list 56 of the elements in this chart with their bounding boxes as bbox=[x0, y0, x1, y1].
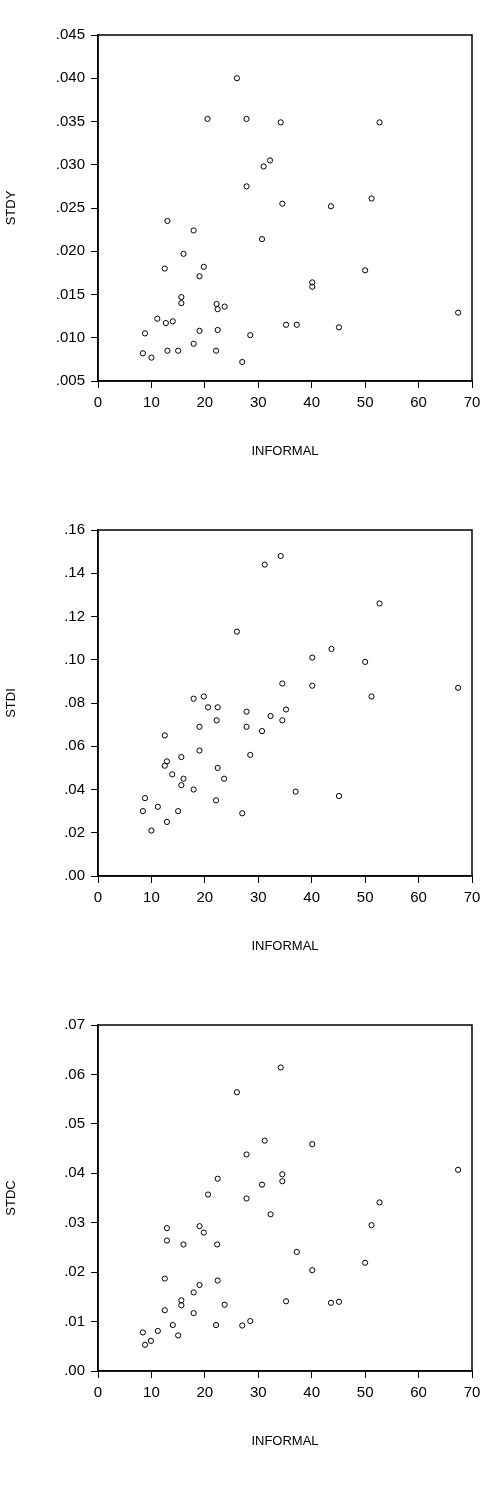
x-tick-label: 50 bbox=[356, 888, 374, 906]
y-tick-label: .035 bbox=[55, 111, 85, 129]
x-tick-label: 0 bbox=[93, 1383, 103, 1401]
y-tick-label: .020 bbox=[55, 241, 85, 259]
x-tick-label: 40 bbox=[303, 393, 321, 411]
y-tick-label: .045 bbox=[55, 25, 85, 43]
y-axis-title: STDY bbox=[3, 190, 19, 226]
y-tick-label: .02 bbox=[64, 822, 85, 840]
y-tick-label: .10 bbox=[64, 649, 85, 667]
y-tick-label: .05 bbox=[64, 1114, 85, 1131]
x-axis-title: INFORMAL bbox=[251, 442, 319, 458]
y-tick-label: .010 bbox=[55, 327, 85, 345]
y-tick-label: .00 bbox=[64, 866, 85, 884]
x-axis-title: INFORMAL bbox=[251, 1432, 319, 1448]
x-tick-label: 40 bbox=[303, 1383, 321, 1401]
y-tick-label: .06 bbox=[64, 1064, 85, 1082]
y-tick-label: .16 bbox=[64, 520, 85, 538]
y-tick-label: .00 bbox=[64, 1361, 85, 1379]
x-tick-label: 0 bbox=[93, 888, 103, 906]
x-tick-label: 60 bbox=[410, 1383, 427, 1401]
x-tick-label: 50 bbox=[356, 1383, 374, 1401]
y-tick-label: .025 bbox=[55, 198, 85, 216]
y-axis-title: STDC bbox=[3, 1180, 19, 1216]
x-tick-label: 20 bbox=[196, 888, 214, 906]
x-tick-label: 30 bbox=[249, 1383, 267, 1401]
y-tick-label: .01 bbox=[64, 1311, 85, 1329]
x-tick-label: 20 bbox=[196, 1383, 214, 1401]
x-tick-label: 40 bbox=[303, 888, 321, 906]
y-tick-label: .005 bbox=[55, 371, 85, 389]
y-tick-label: .015 bbox=[55, 284, 85, 302]
y-tick-label: .12 bbox=[64, 606, 85, 624]
x-tick-label: 10 bbox=[143, 393, 160, 411]
x-tick-label: 10 bbox=[143, 1383, 160, 1401]
x-tick-label: 70 bbox=[463, 1383, 481, 1401]
x-tick-label: 50 bbox=[356, 393, 374, 411]
y-tick-label: .04 bbox=[64, 779, 85, 797]
x-axis-title: INFORMAL bbox=[251, 937, 319, 953]
y-tick-label: .040 bbox=[55, 68, 85, 86]
x-tick-label: 30 bbox=[249, 888, 267, 906]
y-tick-label: .14 bbox=[64, 563, 85, 581]
x-tick-label: 10 bbox=[143, 888, 160, 906]
y-tick-label: .02 bbox=[64, 1262, 85, 1280]
y-tick-label: .08 bbox=[64, 693, 85, 711]
x-tick-label: 20 bbox=[196, 393, 214, 411]
y-tick-label: .06 bbox=[64, 736, 85, 754]
y-axis-title: STDI bbox=[3, 688, 19, 718]
x-tick-label: 70 bbox=[463, 888, 481, 906]
x-tick-label: 60 bbox=[410, 393, 427, 411]
x-tick-label: 0 bbox=[93, 393, 103, 411]
y-tick-label: .07 bbox=[64, 1015, 85, 1033]
y-tick-label: .03 bbox=[64, 1212, 85, 1230]
y-tick-label: .04 bbox=[64, 1163, 85, 1181]
x-tick-label: 70 bbox=[463, 393, 481, 411]
x-tick-label: 60 bbox=[410, 888, 427, 906]
x-tick-label: 30 bbox=[249, 393, 267, 411]
y-tick-label: .030 bbox=[55, 154, 85, 172]
